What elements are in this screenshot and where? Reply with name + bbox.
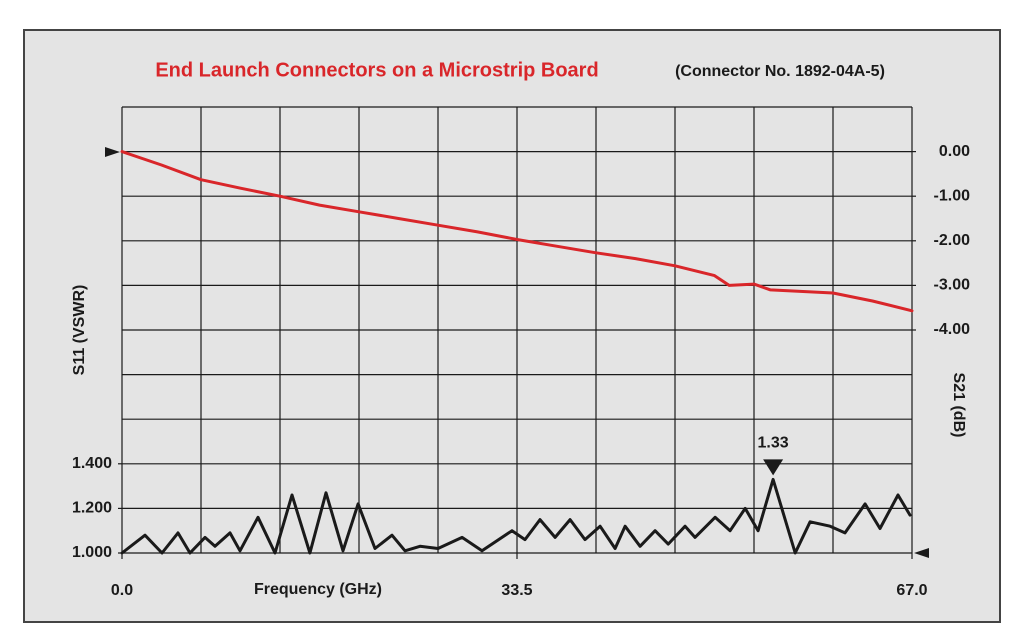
annotation-label: 1.33 [758,435,789,452]
chart-title: End Launch Connectors on a Microstrip Bo… [155,59,598,81]
y-tick-label: 1.000 [72,544,112,561]
x-tick-label: 0.0 [111,582,133,599]
x-tick-label: 67.0 [896,582,927,599]
x-axis-label: Frequency (GHz) [254,581,382,598]
s21-reference-marker [105,147,120,157]
y2-tick-label: -3.00 [934,277,971,294]
series-line [120,150,914,313]
y2-tick-label: 0.00 [939,143,970,160]
series-line [120,477,912,555]
y2-tick-label: -2.00 [934,232,971,249]
y2-tick-label: -1.00 [934,187,971,204]
chart-subtitle: (Connector No. 1892-04A-5) [675,63,885,80]
annotation-marker [763,459,784,476]
y-axis-label: S11 (VSWR) [71,285,88,376]
y-tick-label: 1.400 [72,455,112,472]
y2-axis-label: S21 (dB) [950,373,967,438]
x-tick-label: 33.5 [501,582,532,599]
chart-frame [23,29,1001,623]
y2-tick-label: -4.00 [934,321,971,338]
s11-reference-marker [914,548,929,558]
y-tick-label: 1.200 [72,500,112,517]
